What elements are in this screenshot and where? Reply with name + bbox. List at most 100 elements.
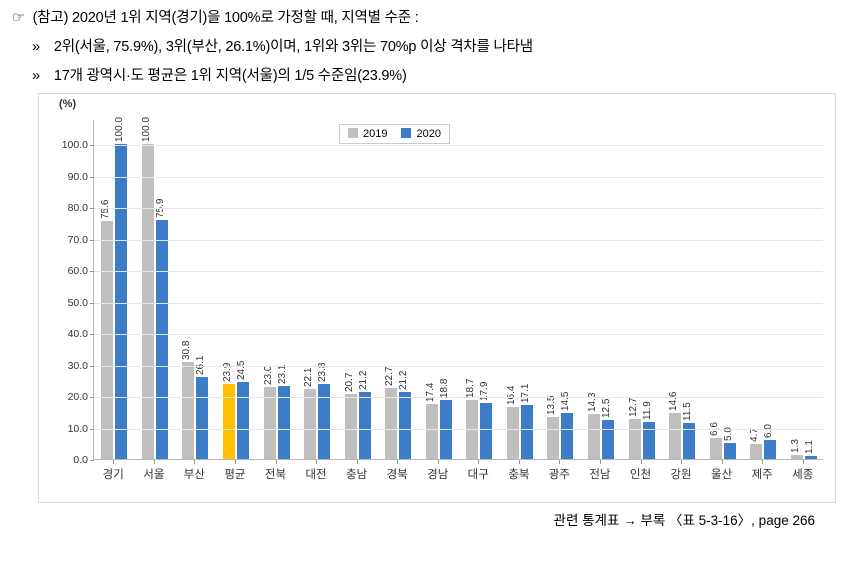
bar: 1.1: [805, 456, 817, 459]
bar: 13.5: [547, 417, 559, 460]
x-tick-mark: [194, 460, 195, 464]
y-tick-mark: [90, 366, 94, 367]
y-tick-mark: [90, 429, 94, 430]
bar-value-label: 14.6: [668, 392, 679, 411]
bar-value-label: 4.7: [749, 428, 760, 442]
bar: 21.2: [399, 392, 411, 459]
legend-label: 2020: [416, 128, 440, 140]
desc-line-3-text: 17개 광역시·도 평균은 1위 지역(서울)의 1/5 수준임(23.9%): [54, 68, 407, 84]
y-tick-label: 0.0: [73, 454, 88, 466]
x-tick-mark: [438, 460, 439, 464]
bar-value-label: 20.7: [344, 372, 355, 391]
x-tick-mark: [276, 460, 277, 464]
bar: 75.6: [101, 221, 113, 459]
bar: 6.6: [710, 438, 722, 459]
bullet-icon: »: [32, 62, 50, 91]
x-tick-label: 전남: [589, 466, 610, 482]
grid-line: [94, 145, 823, 146]
y-tick-label: 10.0: [68, 423, 88, 435]
desc-line-1: ☞ (참고) 2020년 1위 지역(경기)을 100%로 가정할 때, 지역별…: [12, 4, 837, 33]
bar: 22.1: [304, 389, 316, 459]
bar: 23.8: [318, 384, 330, 459]
desc-line-1-text: (참고) 2020년 1위 지역(경기)을 100%로 가정할 때, 지역별 수…: [33, 10, 419, 26]
bar-value-label: 17.1: [520, 384, 531, 403]
bar: 22.7: [385, 388, 397, 459]
grid-line: [94, 240, 823, 241]
bar-value-label: 17.4: [425, 383, 436, 402]
bar-value-label: 12.5: [601, 398, 612, 417]
bar-value-label: 23.0: [263, 365, 274, 384]
footnote: 관련 통계표 → 부록 〈표 5-3-16〉, page 266: [12, 509, 815, 529]
legend-swatch: [401, 128, 411, 138]
bar: 75.9: [156, 220, 168, 459]
grid-line: [94, 366, 823, 367]
bar-value-label: 14.3: [587, 393, 598, 412]
bar: 21.2: [359, 392, 371, 459]
legend: 20192020: [339, 124, 450, 144]
x-tick-mark: [722, 460, 723, 464]
bar-value-label: 18.8: [439, 378, 450, 397]
bar-value-label: 11.5: [682, 402, 693, 421]
x-tick-mark: [113, 460, 114, 464]
x-tick-mark: [681, 460, 682, 464]
grid-line: [94, 208, 823, 209]
x-tick-mark: [235, 460, 236, 464]
grid-line: [94, 397, 823, 398]
grid-line: [94, 334, 823, 335]
bar: 17.9: [480, 403, 492, 459]
bar-chart: (%) 75.6100.0100.075.930.826.123.924.523…: [38, 93, 836, 503]
bar: 1.3: [791, 455, 803, 459]
bar: 20.7: [345, 394, 357, 459]
bar-value-label: 22.7: [384, 366, 395, 385]
x-tick-label: 세종: [792, 466, 813, 482]
bars-layer: 75.6100.0100.075.930.826.123.924.523.023…: [94, 120, 823, 459]
y-tick-label: 40.0: [68, 328, 88, 340]
bar-value-label: 100.0: [141, 117, 152, 142]
x-tick-mark: [600, 460, 601, 464]
bar: 12.5: [602, 420, 614, 459]
x-tick-label: 광주: [549, 466, 570, 482]
bar: 14.5: [561, 413, 573, 459]
description-block: ☞ (참고) 2020년 1위 지역(경기)을 100%로 가정할 때, 지역별…: [12, 4, 837, 91]
desc-line-2: » 2위(서울, 75.9%), 3위(부산, 26.1%)이며, 1위와 3위…: [12, 33, 837, 62]
bar: 18.7: [466, 400, 478, 459]
bar-value-label: 23.1: [277, 365, 288, 384]
x-tick-label: 평균: [224, 466, 245, 482]
grid-line: [94, 303, 823, 304]
y-tick-label: 80.0: [68, 202, 88, 214]
bar: 30.8: [182, 362, 194, 459]
x-tick-mark: [641, 460, 642, 464]
bar: 17.4: [426, 404, 438, 459]
y-tick-label: 90.0: [68, 171, 88, 183]
bar-value-label: 1.1: [804, 440, 815, 454]
x-tick-label: 서울: [143, 466, 164, 482]
bar-value-label: 6.0: [763, 424, 774, 438]
grid-line: [94, 429, 823, 430]
bar: 14.6: [669, 413, 681, 459]
x-tick-mark: [154, 460, 155, 464]
y-tick-label: 70.0: [68, 234, 88, 246]
y-tick-label: 100.0: [62, 139, 88, 151]
y-tick-label: 60.0: [68, 265, 88, 277]
bar: 16.4: [507, 407, 519, 459]
x-tick-label: 부산: [184, 466, 205, 482]
x-tick-label: 강원: [670, 466, 691, 482]
bar-value-label: 21.2: [398, 371, 409, 390]
x-tick-mark: [357, 460, 358, 464]
bar-value-label: 1.3: [790, 439, 801, 453]
y-tick-mark: [90, 240, 94, 241]
x-tick-label: 경북: [387, 466, 408, 482]
bar-value-label: 18.7: [465, 379, 476, 398]
x-tick-label: 경남: [427, 466, 448, 482]
x-tick-label: 대구: [468, 466, 489, 482]
x-tick-mark: [559, 460, 560, 464]
y-tick-mark: [90, 397, 94, 398]
x-axis-labels: 경기서울부산평균전북대전충남경북경남대구충북광주전남인천강원울산제주세종: [93, 462, 823, 482]
x-tick-label: 인천: [630, 466, 651, 482]
bar-value-label: 24.5: [236, 360, 247, 379]
bar: 26.1: [196, 377, 208, 459]
x-tick-mark: [519, 460, 520, 464]
bullet-icon: »: [32, 33, 50, 62]
bar-value-label: 22.1: [303, 368, 314, 387]
desc-line-2-text: 2위(서울, 75.9%), 3위(부산, 26.1%)이며, 1위와 3위는 …: [54, 39, 533, 55]
